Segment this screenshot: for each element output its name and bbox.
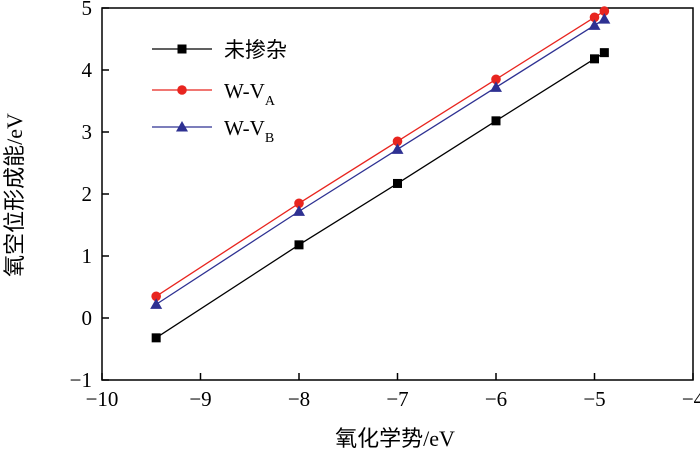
data-point — [391, 143, 404, 154]
data-point — [589, 12, 600, 23]
x-tick-label: −7 — [386, 387, 408, 411]
x-tick-label: −9 — [189, 387, 211, 411]
x-axis-label: 氧化学势/eV — [335, 426, 455, 451]
legend-label: 未掺杂 — [224, 38, 287, 62]
data-point — [491, 74, 501, 85]
x-tick-label: −10 — [86, 387, 119, 411]
legend-label: W-VB — [224, 116, 274, 146]
legend: 未掺杂 W-VA W-VB — [152, 38, 287, 146]
series-0 — [151, 48, 609, 343]
y-tick-label: 2 — [82, 182, 93, 206]
x-tick-label: −5 — [583, 387, 605, 411]
series-2 — [150, 13, 611, 309]
y-tick-label: 4 — [82, 58, 93, 82]
data-point — [150, 298, 163, 309]
legend-marker — [177, 44, 187, 54]
x-tick-label: −6 — [485, 387, 507, 411]
series-1 — [151, 6, 610, 302]
data-point — [392, 136, 403, 147]
x-tick-label: −4 — [682, 387, 700, 411]
data-point — [590, 54, 599, 64]
legend-marker — [176, 121, 188, 132]
data-point — [393, 178, 402, 188]
y-tick-label: 3 — [82, 120, 93, 144]
legend-label: W-VA — [224, 79, 276, 109]
data-point — [294, 240, 304, 250]
data-point — [599, 6, 610, 16]
data-point — [588, 19, 601, 30]
data-point — [151, 333, 161, 343]
legend-marker — [177, 85, 187, 95]
data-point — [151, 291, 161, 302]
y-axis-label: 氧空位形成能/eV — [2, 113, 27, 277]
y-tick-label: 5 — [82, 0, 93, 20]
data-point — [490, 81, 502, 92]
y-tick-label: −1 — [70, 368, 92, 392]
series-layer — [150, 6, 611, 343]
data-point — [293, 205, 305, 216]
x-tick-label: −8 — [288, 387, 310, 411]
data-point — [294, 198, 304, 209]
data-point — [491, 116, 501, 126]
y-tick-label: 1 — [82, 244, 93, 268]
data-point — [598, 13, 611, 24]
data-point — [599, 48, 609, 58]
plot-frame — [101, 7, 694, 381]
y-tick-label: 0 — [82, 306, 93, 330]
